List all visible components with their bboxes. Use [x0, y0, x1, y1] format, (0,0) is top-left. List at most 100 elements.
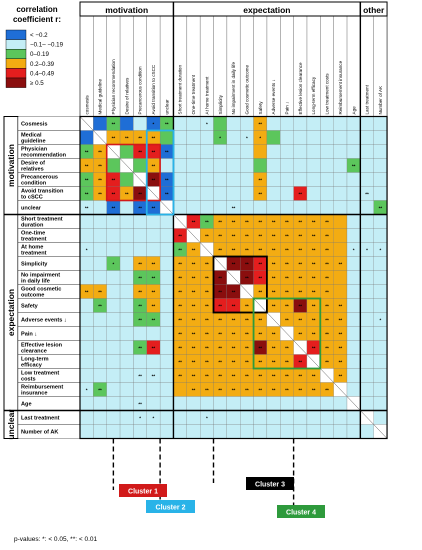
- row-label: treatment: [21, 251, 47, 257]
- heatmap-cell: [280, 172, 294, 187]
- significance-mark: **: [98, 290, 102, 295]
- heatmap-cell: [346, 284, 361, 299]
- row-label: efficacy: [21, 363, 43, 369]
- row-label: Safety: [21, 304, 39, 310]
- legend-swatch: [5, 58, 27, 69]
- cluster-label: Cluster 1: [128, 488, 158, 495]
- heatmap-cell: [346, 354, 361, 369]
- significance-mark: **: [178, 304, 182, 309]
- legend-label: 0.4–0.49: [30, 70, 55, 77]
- heatmap-cell: [346, 340, 361, 355]
- heatmap-cell: [159, 284, 174, 299]
- diagonal-slash: [226, 270, 241, 285]
- significance-mark: **: [138, 402, 142, 407]
- heatmap-cell: [226, 172, 241, 187]
- significance-mark: **: [258, 122, 262, 127]
- heatmap-cell: [159, 312, 174, 327]
- significance-mark: **: [245, 248, 249, 253]
- heatmap-cell: [119, 200, 134, 215]
- row-label: treatment: [21, 237, 47, 243]
- significance-mark: **: [152, 318, 156, 323]
- significance-mark: **: [299, 234, 303, 239]
- heatmap-cell: [186, 116, 201, 131]
- row-label: guideline: [21, 139, 46, 145]
- heatmap-cell: [133, 326, 147, 341]
- significance-mark: **: [205, 290, 209, 295]
- row-label: recommendation: [21, 153, 67, 159]
- diagonal-slash: [133, 172, 147, 187]
- heatmap-cell: [266, 424, 281, 439]
- significance-mark: *: [112, 262, 114, 267]
- cluster-2-box: [145, 129, 175, 216]
- row-label: duration: [21, 223, 44, 229]
- heatmap-cell: [346, 256, 361, 271]
- heatmap-cell: [240, 172, 254, 187]
- footnote: p-values: *: < 0.05, **: < 0.01: [14, 536, 97, 543]
- heatmap-cell: [320, 424, 334, 439]
- heatmap-cell: [106, 214, 121, 229]
- heatmap-cell: [253, 396, 268, 411]
- row-label: insurance: [21, 391, 47, 397]
- significance-mark: **: [232, 388, 236, 393]
- column-header: Long-term efficacy: [311, 76, 316, 114]
- heatmap-cell: [106, 326, 121, 341]
- heatmap-cell: [373, 116, 388, 131]
- cluster-label: Cluster 3: [255, 481, 285, 488]
- significance-mark: **: [165, 150, 169, 155]
- significance-mark: **: [352, 164, 356, 169]
- heatmap-cell: [320, 396, 334, 411]
- heatmap-cell: [280, 158, 294, 173]
- column-header: Low treatment costs: [325, 73, 330, 115]
- heatmap-cell: [373, 340, 388, 355]
- row-label: Physician: [21, 146, 48, 152]
- heatmap-cell: [373, 214, 388, 229]
- significance-mark: **: [312, 332, 316, 337]
- significance-mark: **: [178, 248, 182, 253]
- row-label: Reimbursement: [21, 384, 63, 390]
- significance-mark: **: [232, 220, 236, 225]
- row-label: Pain ↓: [21, 332, 37, 338]
- heatmap-cell: [119, 242, 134, 257]
- column-header: cosmesis: [84, 95, 89, 115]
- heatmap-cell: [106, 270, 121, 285]
- heatmap-cell: [159, 424, 174, 439]
- significance-mark: *: [259, 136, 261, 141]
- significance-mark: **: [112, 136, 116, 141]
- significance-mark: **: [178, 318, 182, 323]
- heatmap-cell: [333, 130, 348, 145]
- significance-mark: *: [206, 416, 208, 421]
- significance-mark: **: [138, 318, 142, 323]
- cluster-label-box: [146, 500, 195, 513]
- heatmap-cell: [333, 200, 348, 215]
- heatmap-cell: [346, 368, 361, 383]
- heatmap-cell: [240, 424, 254, 439]
- heatmap-cell: [373, 228, 388, 243]
- column-group-label: expectation: [243, 5, 290, 15]
- significance-mark: **: [299, 290, 303, 295]
- heatmap-cell: [226, 186, 241, 201]
- cluster-label-box: [277, 505, 325, 518]
- legend-label: 0–0.19: [30, 51, 49, 58]
- significance-mark: *: [246, 136, 248, 141]
- significance-mark: **: [205, 318, 209, 323]
- significance-mark: **: [178, 374, 182, 379]
- significance-mark: **: [218, 360, 222, 365]
- heatmap-cell: [146, 354, 161, 369]
- significance-mark: **: [258, 262, 262, 267]
- heatmap-cell: [93, 312, 107, 327]
- significance-mark: **: [325, 290, 329, 295]
- row-label: Long-term: [21, 356, 49, 362]
- heatmap-cell: [119, 256, 134, 271]
- column-header: No impairment in daily life: [231, 61, 236, 114]
- significance-mark: **: [85, 150, 89, 155]
- heatmap-cell: [119, 228, 134, 243]
- significance-mark: **: [112, 178, 116, 183]
- heatmap-cell: [119, 116, 134, 131]
- significance-mark: **: [205, 262, 209, 267]
- row-label: Desire of: [21, 160, 45, 166]
- heatmap-cell: [293, 130, 308, 145]
- row-group-label: unclear: [6, 409, 16, 440]
- heatmap-cell: [106, 298, 121, 313]
- heatmap-cell: [333, 214, 348, 229]
- heatmap-cell: [306, 424, 321, 439]
